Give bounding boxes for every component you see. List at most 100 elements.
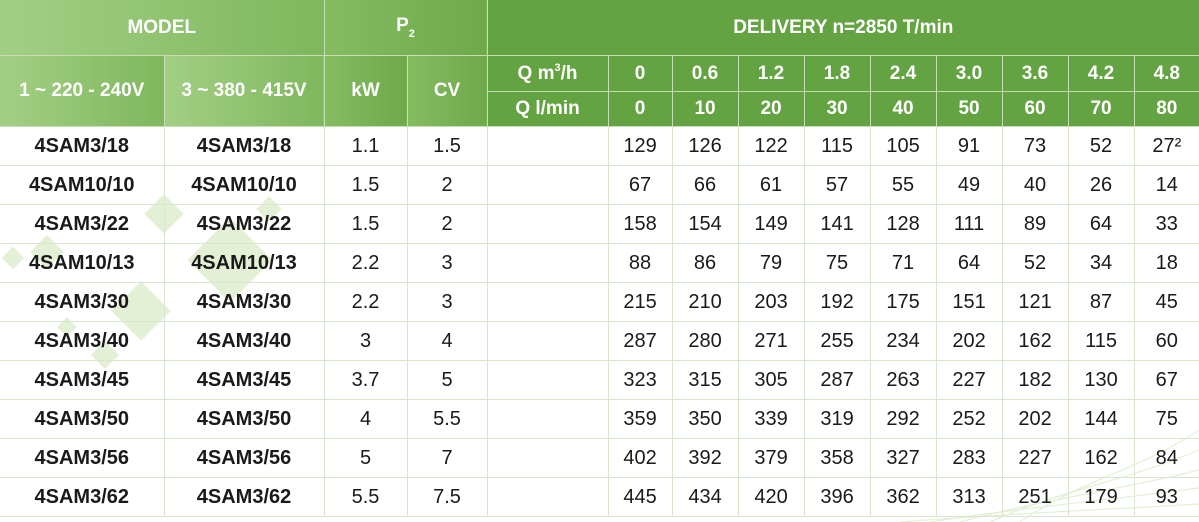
head-value-cell: 75 — [804, 243, 871, 283]
head-value-cell: 315 — [672, 360, 739, 400]
table-row: 4SAM3/50 4SAM3/50 4 5.5 359 350 339 319 292 252 20… — [0, 399, 1199, 439]
model-1ph-cell: 4SAM3/18 — [0, 126, 165, 166]
head-value-cell: 396 — [804, 477, 871, 517]
flow-lmin-cell: 10 — [672, 91, 739, 127]
table-row: 4SAM10/13 4SAM10/13 2.2 3 88 86 79 75 71 64 52 34 18 — [0, 243, 1199, 283]
head-value-cell: 350 — [672, 399, 739, 439]
head-value-cell: 203 — [738, 282, 805, 322]
model-1ph-cell: 4SAM10/10 — [0, 165, 165, 205]
model-1ph-cell: 4SAM3/62 — [0, 477, 165, 517]
header-row-top: MODEL P2 DELIVERY n=2850 T/min — [0, 0, 1199, 56]
head-value-cell: 339 — [738, 399, 805, 439]
power-cv-cell: 2 — [407, 204, 488, 244]
model-3ph-cell: 4SAM3/30 — [164, 282, 325, 322]
table-row: 4SAM3/30 4SAM3/30 2.2 3 215 210 203 192 175 151 12… — [0, 282, 1199, 322]
model-header: MODEL — [0, 0, 325, 56]
head-value-cell: 60 — [1134, 321, 1199, 361]
blank-cell — [487, 321, 609, 361]
table-row: 4SAM3/45 4SAM3/45 3.7 5 323 315 305 287 263 227 18… — [0, 360, 1199, 400]
blank-cell — [487, 243, 609, 283]
model-3ph-cell: 4SAM3/18 — [164, 126, 325, 166]
head-value-cell: 86 — [672, 243, 739, 283]
head-value-cell: 434 — [672, 477, 739, 517]
head-value-cell: 27² — [1134, 126, 1199, 166]
blank-cell — [487, 282, 609, 322]
head-value-cell: 263 — [870, 360, 937, 400]
power-cv-cell: 5 — [407, 360, 488, 400]
power-kw-cell: 1.5 — [324, 165, 408, 205]
power-kw-cell: 1.1 — [324, 126, 408, 166]
head-value-cell: 445 — [608, 477, 673, 517]
model-1ph-cell: 4SAM3/40 — [0, 321, 165, 361]
model-3ph-cell: 4SAM3/50 — [164, 399, 325, 439]
model-3ph-cell: 4SAM3/45 — [164, 360, 325, 400]
model-1ph-cell: 4SAM3/22 — [0, 204, 165, 244]
head-value-cell: 121 — [1002, 282, 1069, 322]
header-row-mid: 1 ~ 220 - 240V 3 ~ 380 - 415V kW CV Q m3… — [0, 55, 1199, 127]
head-value-cell: 89 — [1002, 204, 1069, 244]
power-kw-cell: 2.2 — [324, 282, 408, 322]
head-value-cell: 179 — [1068, 477, 1135, 517]
model-1ph-cell: 4SAM10/13 — [0, 243, 165, 283]
head-value-cell: 227 — [1002, 438, 1069, 478]
flow-lmin-cell: 20 — [738, 91, 805, 127]
head-value-cell: 128 — [870, 204, 937, 244]
flow-m3h-cell: 1.2 — [738, 55, 805, 92]
head-value-cell: 126 — [672, 126, 739, 166]
head-value-cell: 362 — [870, 477, 937, 517]
head-value-cell: 93 — [1134, 477, 1199, 517]
model-3ph-cell: 4SAM10/13 — [164, 243, 325, 283]
p2-header: P2 — [324, 0, 488, 56]
flow-m3h-cell: 4.8 — [1134, 55, 1199, 92]
head-value-cell: 84 — [1134, 438, 1199, 478]
power-cv-cell: 7.5 — [407, 477, 488, 517]
power-cv-cell: 3 — [407, 282, 488, 322]
model-3ph-cell: 4SAM3/22 — [164, 204, 325, 244]
head-value-cell: 129 — [608, 126, 673, 166]
head-value-cell: 115 — [804, 126, 871, 166]
head-value-cell: 40 — [1002, 165, 1069, 205]
power-cv-cell: 7 — [407, 438, 488, 478]
head-value-cell: 287 — [804, 360, 871, 400]
head-value-cell: 162 — [1068, 438, 1135, 478]
power-cv-cell: 5.5 — [407, 399, 488, 439]
head-value-cell: 111 — [936, 204, 1003, 244]
head-value-cell: 66 — [672, 165, 739, 205]
head-value-cell: 67 — [608, 165, 673, 205]
q-m3h-label: Q m3/h — [487, 55, 609, 92]
head-value-cell: 292 — [870, 399, 937, 439]
head-value-cell: 313 — [936, 477, 1003, 517]
head-value-cell: 215 — [608, 282, 673, 322]
head-value-cell: 18 — [1134, 243, 1199, 283]
head-value-cell: 283 — [936, 438, 1003, 478]
head-value-cell: 87 — [1068, 282, 1135, 322]
head-value-cell: 64 — [936, 243, 1003, 283]
kw-header: kW — [324, 55, 408, 127]
head-value-cell: 287 — [608, 321, 673, 361]
head-value-cell: 75 — [1134, 399, 1199, 439]
head-value-cell: 202 — [1002, 399, 1069, 439]
flow-m3h-cell: 3.0 — [936, 55, 1003, 92]
flow-m3h-cell: 0 — [608, 55, 673, 92]
head-value-cell: 271 — [738, 321, 805, 361]
power-cv-cell: 4 — [407, 321, 488, 361]
head-value-cell: 141 — [804, 204, 871, 244]
head-value-cell: 327 — [870, 438, 937, 478]
head-value-cell: 57 — [804, 165, 871, 205]
head-value-cell: 91 — [936, 126, 1003, 166]
blank-cell — [487, 477, 609, 517]
model-3ph-cell: 4SAM3/40 — [164, 321, 325, 361]
blank-cell — [487, 204, 609, 244]
blank-cell — [487, 438, 609, 478]
flow-m3h-cell: 3.6 — [1002, 55, 1069, 92]
flow-lmin-cell: 50 — [936, 91, 1003, 127]
flow-m3h-cell: 2.4 — [870, 55, 937, 92]
model-1ph-cell: 4SAM3/50 — [0, 399, 165, 439]
power-kw-cell: 1.5 — [324, 204, 408, 244]
power-kw-cell: 4 — [324, 399, 408, 439]
head-value-cell: 149 — [738, 204, 805, 244]
table-row: 4SAM10/10 4SAM10/10 1.5 2 67 66 61 57 55 49 40 26 14 — [0, 165, 1199, 205]
head-value-cell: 26 — [1068, 165, 1135, 205]
power-cv-cell: 1.5 — [407, 126, 488, 166]
head-value-cell: 251 — [1002, 477, 1069, 517]
